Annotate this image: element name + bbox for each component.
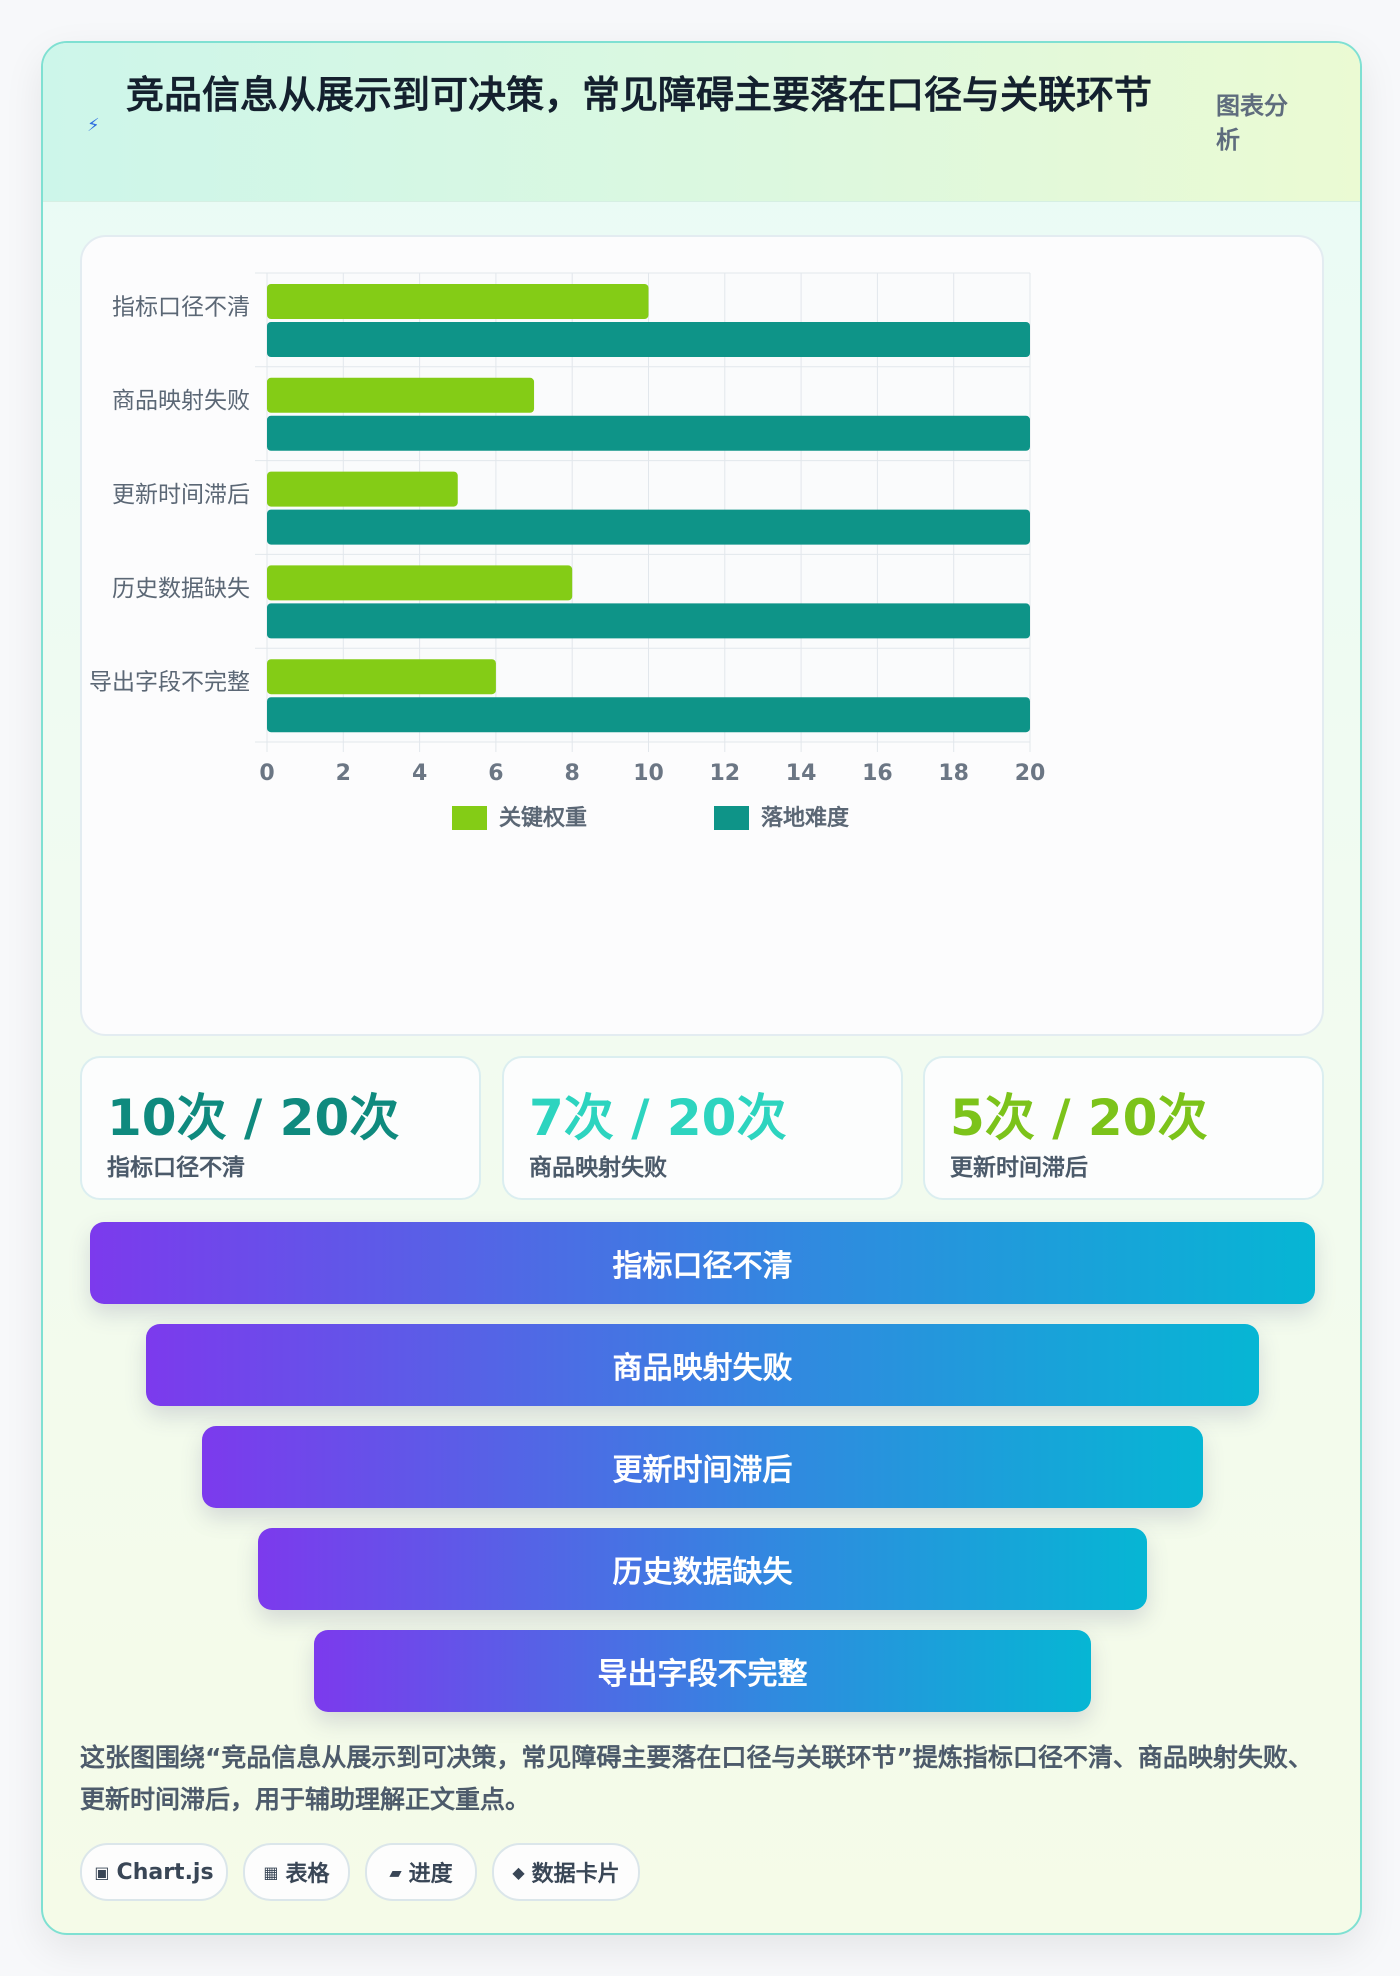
x-tick-label: 6 [488,761,503,786]
x-tick-label: 16 [862,761,893,786]
progress-icon: ▰ [389,1862,402,1882]
x-tick-label: 2 [336,761,351,786]
table-icon: ▦ [263,1862,279,1882]
card-header: ⚡ 竞品信息从展示到可决策，常见障碍主要落在口径与关联环节 图表分析 [43,43,1360,202]
kpi-label: 更新时间滞后 [950,1155,1088,1181]
y-tick-label: 导出字段不完整 [89,670,250,696]
lightning-icon: ⚡ [87,115,100,136]
funnel-stage-5: 导出字段不完整 [314,1630,1091,1712]
x-tick-label: 0 [259,761,274,786]
kpi-card-1: 10次 / 20次 指标口径不清 [80,1056,481,1200]
x-tick-label: 4 [412,761,427,786]
chip-label: Chart.js [116,1859,214,1885]
chip-label: 表格 [285,1862,330,1887]
legend-label: 落地难度 [761,805,850,831]
chart-analysis-tag: 图表分析 [1216,92,1288,154]
bar-landing-difficulty [267,603,1030,639]
funnel-stage-2: 商品映射失败 [146,1324,1259,1406]
bar-key-weight [267,565,573,601]
chip-label: 进度 [408,1862,453,1887]
bar-landing-difficulty [267,415,1030,451]
x-tick-label: 14 [786,761,817,786]
data-card-icon: ◆ [512,1862,525,1882]
kpi-card-3: 5次 / 20次 更新时间滞后 [923,1056,1324,1200]
chart-icon: ▣ [94,1862,110,1882]
kpi-value: 5次 / 20次 [950,1089,1208,1147]
kpi-value: 7次 / 20次 [529,1089,787,1147]
chip-table[interactable]: ▦ 表格 [243,1843,350,1901]
x-tick-label: 20 [1015,761,1046,786]
x-tick-label: 10 [633,761,664,786]
y-tick-label: 历史数据缺失 [112,576,250,602]
bar-key-weight [267,659,496,695]
kpi-card-2: 7次 / 20次 商品映射失败 [502,1056,903,1200]
bar-key-weight [267,377,535,413]
x-tick-label: 8 [565,761,580,786]
bar-key-weight [267,471,458,507]
page-title: 竞品信息从展示到可决策，常见障碍主要落在口径与关联环节 [126,73,1153,117]
funnel-stage-4: 历史数据缺失 [258,1528,1147,1610]
legend-swatch [714,806,749,830]
funnel-stage-1: 指标口径不清 [90,1222,1315,1304]
y-tick-label: 指标口径不清 [112,294,250,320]
x-tick-label: 12 [709,761,740,786]
funnel-stage-3: 更新时间滞后 [202,1426,1203,1508]
legend-label: 关键权重 [499,805,587,831]
summary-text: 这张图围绕“竞品信息从展示到可决策，常见障碍主要落在口径与关联环节”提炼指标口径… [80,1743,1313,1814]
infographic-card: ⚡ 竞品信息从展示到可决策，常见障碍主要落在口径与关联环节 图表分析 指标口径不… [41,41,1362,1935]
chip-data-card[interactable]: ◆ 数据卡片 [492,1843,640,1901]
kpi-value: 10次 / 20次 [107,1089,400,1147]
kpi-label: 指标口径不清 [107,1155,245,1181]
y-tick-label: 商品映射失败 [112,388,250,414]
bar-landing-difficulty [267,322,1030,357]
bar-landing-difficulty [267,697,1030,733]
chart-panel: 指标口径不清 商品映射失败 更新时间滞后 历史数据缺失导出字段不完整 0 2 4 6 8 10 12… [80,235,1324,1036]
legend-swatch [452,806,487,830]
y-tick-label: 更新时间滞后 [112,482,250,508]
bar-landing-difficulty [267,509,1030,545]
kpi-label: 商品映射失败 [529,1155,667,1181]
x-tick-label: 18 [938,761,969,786]
chip-progress[interactable]: ▰ 进度 [365,1843,477,1901]
chip-label: 数据卡片 [531,1862,620,1887]
chip-chartjs[interactable]: ▣ Chart.js [80,1843,228,1901]
bar-key-weight [267,284,649,319]
